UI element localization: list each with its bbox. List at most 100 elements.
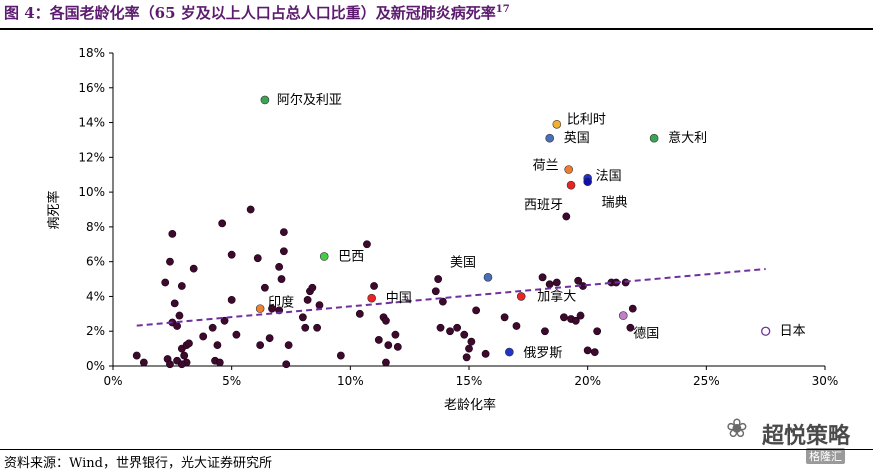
point-label: 法国 [596,169,622,184]
data-point [208,323,217,332]
highlight-point [564,165,573,174]
data-point [583,346,592,355]
data-point [576,311,585,320]
y-tick-label: 12% [78,150,105,164]
data-point [308,283,317,292]
point-label: 瑞典 [602,196,628,211]
data-point [215,358,224,367]
x-axis-label: 老龄化率 [444,397,496,413]
point-label: 俄罗斯 [523,346,562,361]
data-point [315,301,324,310]
data-point [275,262,284,271]
data-point [552,278,561,287]
point-label: 阿尔及利亚 [277,93,342,108]
y-tick-label: 4% [86,289,105,303]
data-point [434,275,443,283]
data-point [218,219,227,228]
data-point [168,229,177,238]
wechat-icon: ❀ [726,414,748,444]
data-point [232,330,241,339]
data-point [132,351,141,360]
data-point [213,341,222,350]
data-point [363,240,371,249]
y-tick-label: 16% [78,81,105,95]
data-point [253,254,262,263]
data-point [227,296,236,304]
data-point [593,327,602,336]
data-point [177,360,186,369]
data-point [538,273,547,282]
y-tick-label: 10% [78,185,105,199]
y-tick-label: 18% [78,46,105,60]
point-label: 德国 [633,327,659,342]
highlight-point [618,311,628,320]
data-point [166,360,174,369]
data-point [431,287,440,296]
data-point [268,304,276,313]
x-tick-label: 5% [222,374,241,388]
y-axis-label: 病死率 [46,190,62,229]
data-point [541,327,549,336]
data-point [571,316,580,325]
highlight-point [649,133,659,143]
data-point [370,282,378,290]
data-point [590,348,599,356]
data-point [279,228,288,237]
data-point [393,342,402,351]
y-tick-label: 6% [86,255,105,269]
scatter-chart: 0% 2% 4% 6% 8% 10% 12% 14% 16% 18% 0% 5% 10% 15% 20% 25… [46,46,838,413]
point-label: 英国 [564,131,590,146]
data-point [298,313,307,322]
data-point [382,316,390,325]
data-point [303,296,312,304]
data-point [465,344,473,353]
data-point [256,341,265,350]
y-tick-label: 14% [78,116,105,130]
data-point [301,323,310,332]
data-point [500,313,509,322]
data-point [260,283,269,292]
point-label: 中国 [386,291,412,306]
data-point [574,276,583,285]
point-label: 日本 [780,324,806,339]
point-label: 美国 [450,255,476,270]
highlight-point [552,119,562,129]
point-label: 比利时 [567,112,606,127]
data-point [284,341,293,350]
data-point [481,349,490,358]
data-point [560,313,568,322]
data-point [189,264,198,273]
data-point [177,282,186,290]
data-point [336,351,345,360]
point-label: 荷兰 [533,159,559,174]
x-tick-label: 25% [693,374,720,388]
highlight-point [516,292,526,301]
footnote-mark: 17 [495,4,510,15]
data-point [460,330,469,339]
data-point [462,353,471,362]
data-point [438,297,447,306]
data-point [227,250,236,259]
data-point [166,257,174,266]
data-point [384,341,393,350]
data-point [391,330,400,339]
highlight-point [260,95,270,105]
point-label: 西班牙 [524,198,563,213]
point-label: 意大利 [668,130,707,146]
data-point [199,332,208,341]
top-rule [0,28,873,30]
x-tick-label: 20% [574,374,601,388]
data-point [161,278,170,287]
data-point [545,280,554,289]
data-point [453,323,462,332]
point-label: 印度 [268,295,294,311]
data-point [265,334,274,343]
data-point [512,322,521,330]
highlight-point [545,133,554,143]
data-point [436,323,445,332]
y-tick-label: 8% [86,220,105,234]
highlight-point [367,293,376,303]
data-point [626,323,635,332]
source-note: 资料来源：Wind，世界银行，光大证券研究所 [4,456,272,471]
bottom-rule [0,449,873,450]
